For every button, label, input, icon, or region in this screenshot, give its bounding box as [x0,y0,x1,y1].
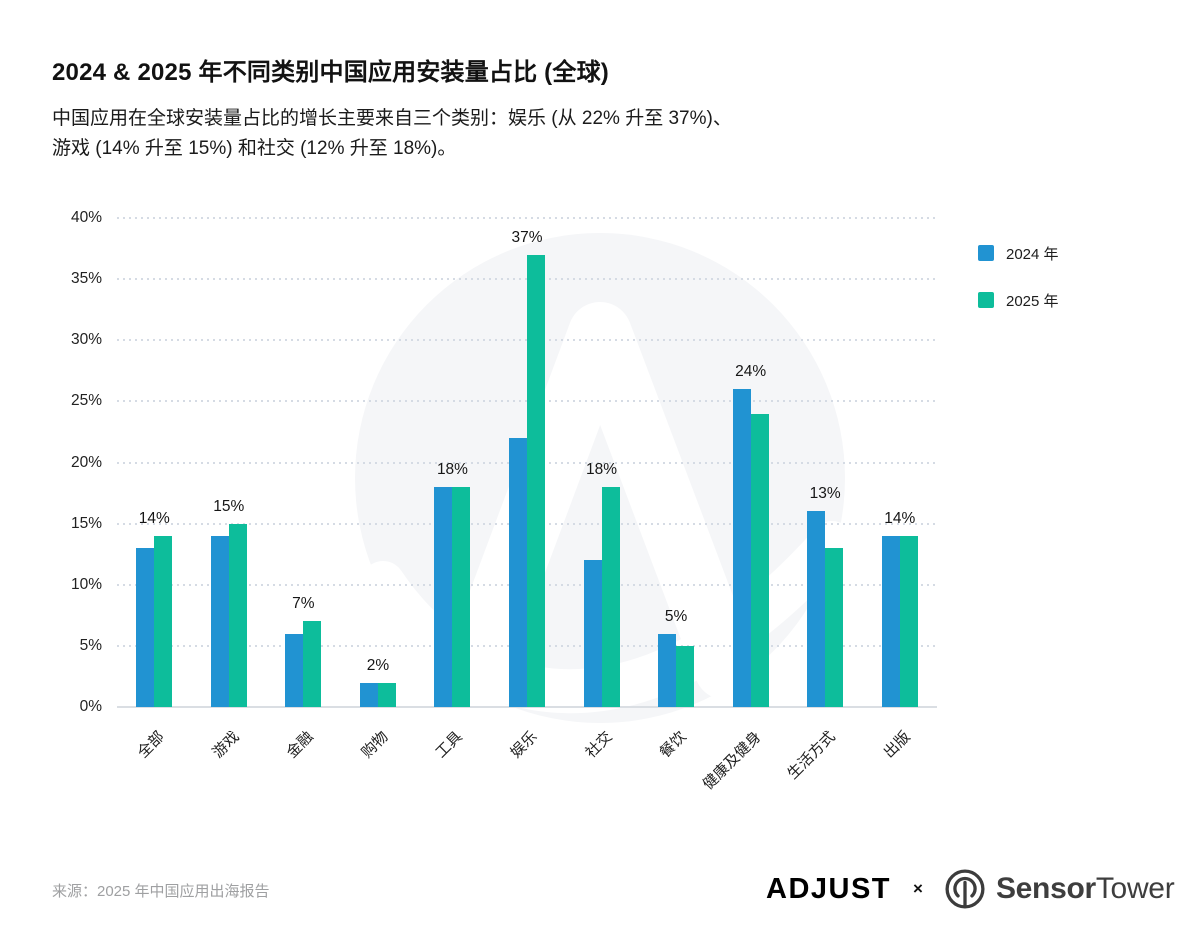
bar-2024 年-全部 [136,548,155,707]
bar-value-label: 7% [292,595,315,613]
gridline-40 [117,217,937,219]
source-note: 来源：2025 年中国应用出海报告 [52,883,270,900]
legend-row-2024: 2024 年 [978,245,1059,263]
sensor-tower-bold: Sensor [995,872,1096,905]
bar-value-label: 13% [809,485,841,503]
x-axis-label-餐饮: 餐饮 [656,728,690,762]
bar-2025 年-餐饮 [676,645,695,707]
y-tick-label: 35% [70,270,102,288]
bar-value-label: 14% [138,509,170,527]
page-title: 2024 & 2025 年不同类别中国应用安装量占比 (全球) [52,59,609,86]
bar-2025 年-购物 [377,682,396,707]
bar-2024 年-出版 [881,535,900,707]
legend-row-2025: 2025 年 [978,292,1059,310]
bar-value-label: 14% [884,509,916,527]
y-tick-label: 10% [70,575,102,593]
bar-2025 年-金融 [303,621,322,707]
legend-label-2025: 2025 年 [1006,292,1059,310]
bar-2025 年-健康及健身 [750,413,769,707]
bar-value-label: 37% [511,228,543,246]
legend-label-2024: 2024 年 [1006,245,1059,263]
bar-2025 年-游戏 [228,523,247,707]
bar-value-label: 18% [586,460,618,478]
sensor-tower-icon [945,869,985,909]
chart-legend: 2024 年 2025 年 [978,245,1059,339]
y-tick-label: 15% [70,514,102,532]
x-axis-label-社交: 社交 [582,728,616,762]
x-axis-label-全部: 全部 [134,728,168,762]
bar-2024 年-购物 [359,682,378,707]
bar-2025 年-社交 [601,486,620,707]
y-tick-label: 20% [70,453,102,471]
plot-area: 14% 15% 7% 2% 18% 37% 18% 5% 24% 13% 14% [117,217,937,708]
bar-2025 年-出版 [899,535,918,707]
bar-value-label: 18% [436,460,468,478]
sensor-tower-regular: Tower [1095,872,1175,905]
subtitle-line-1: 中国应用在全球安装量占比的增长主要来自三个类别：娱乐 (从 22% 升至 37%… [52,108,732,129]
x-axis-label-生活方式: 生活方式 [784,728,839,783]
x-axis-label-购物: 购物 [358,728,392,762]
bar-2024 年-工具 [434,486,453,707]
x-axis-label-娱乐: 娱乐 [507,728,541,762]
subtitle-line-2: 游戏 (14% 升至 15%) 和社交 (12% 升至 18%)。 [52,138,457,159]
bar-value-label: 24% [735,363,767,381]
adjust-logo: ADJUST [766,872,892,905]
bar-value-label: 2% [366,656,390,674]
bar-2024 年-娱乐 [509,438,527,707]
y-tick-label: 0% [79,698,102,715]
x-axis-label-金融: 金融 [283,728,318,762]
footer-logos: ADJUST × SensorTower [766,864,1175,914]
bar-2024 年-生活方式 [807,511,826,707]
x-axis-label-出版: 出版 [880,728,914,762]
x-axis-label-游戏: 游戏 [209,728,243,762]
x-axis-label-工具: 工具 [432,728,467,762]
x-axis-line [117,706,937,708]
bar-2024 年-游戏 [210,535,229,707]
x-axis-label-健康及健身: 健康及健身 [699,728,765,794]
legend-swatch-2025 [978,292,994,308]
bar-2024 年-健康及健身 [732,389,751,707]
bar-2025 年-娱乐 [527,254,545,707]
y-tick-label: 30% [70,331,102,349]
bar-2025 年-生活方式 [825,548,844,707]
y-tick-label: 25% [70,392,102,410]
page-subtitle: 中国应用在全球安装量占比的增长主要来自三个类别：娱乐 (从 22% 升至 37%… [52,104,732,164]
bar-2025 年-工具 [452,486,471,707]
legend-swatch-2024 [978,245,994,261]
collab-x-mark: × [913,879,923,898]
sensor-tower-wordmark: SensorTower [995,872,1175,906]
bar-2024 年-餐饮 [658,633,677,707]
bar-value-label: 15% [213,497,245,515]
bar-value-label: 5% [664,607,688,625]
y-tick-label: 40% [70,209,102,226]
bar-2024 年-社交 [583,560,602,707]
y-tick-label: 5% [79,636,102,654]
bar-2024 年-金融 [285,633,304,707]
bar-2025 年-全部 [154,535,173,707]
